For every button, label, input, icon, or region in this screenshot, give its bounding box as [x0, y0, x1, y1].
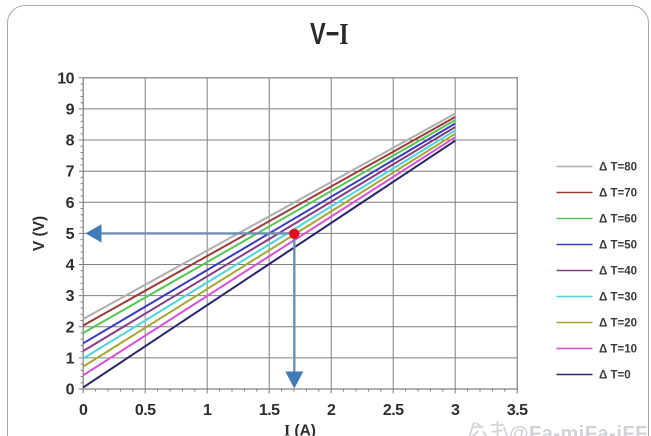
svg-text:1: 1 — [66, 350, 75, 367]
svg-text:V (V): V (V) — [31, 216, 48, 251]
svg-text:Δ T=70: Δ T=70 — [599, 188, 637, 200]
svg-text:2: 2 — [66, 319, 75, 336]
svg-text:I (A): I (A) — [284, 423, 316, 436]
svg-text:V−I: V−I — [310, 16, 349, 51]
svg-text:2.5: 2.5 — [383, 402, 404, 419]
svg-text:@Fa-miFa-iFF: @Fa-miFa-iFF — [509, 423, 648, 436]
svg-text:8: 8 — [66, 133, 75, 150]
svg-text:7: 7 — [66, 164, 75, 181]
svg-text:Δ T=80: Δ T=80 — [599, 162, 637, 174]
svg-text:Δ T=50: Δ T=50 — [599, 240, 637, 252]
svg-text:Δ T=0: Δ T=0 — [599, 370, 631, 382]
svg-text:1: 1 — [203, 402, 212, 419]
svg-text:Δ T=40: Δ T=40 — [599, 266, 637, 278]
svg-text:0: 0 — [79, 402, 88, 419]
svg-text:10: 10 — [57, 70, 74, 87]
svg-text:4: 4 — [66, 257, 75, 274]
svg-text:Δ T=10: Δ T=10 — [599, 344, 637, 356]
svg-text:0: 0 — [66, 382, 75, 399]
svg-text:3: 3 — [451, 402, 460, 419]
svg-text:0.5: 0.5 — [135, 402, 156, 419]
svg-text:1.5: 1.5 — [259, 402, 280, 419]
svg-text:2: 2 — [327, 402, 336, 419]
svg-text:5: 5 — [66, 226, 75, 243]
svg-text:3.5: 3.5 — [507, 402, 528, 419]
svg-text:Δ T=20: Δ T=20 — [599, 318, 637, 330]
svg-text:Δ T=60: Δ T=60 — [599, 214, 637, 226]
svg-text:3: 3 — [66, 288, 75, 305]
svg-text:Δ T=30: Δ T=30 — [599, 292, 637, 304]
svg-text:6: 6 — [66, 195, 75, 212]
svg-text:9: 9 — [66, 101, 75, 118]
